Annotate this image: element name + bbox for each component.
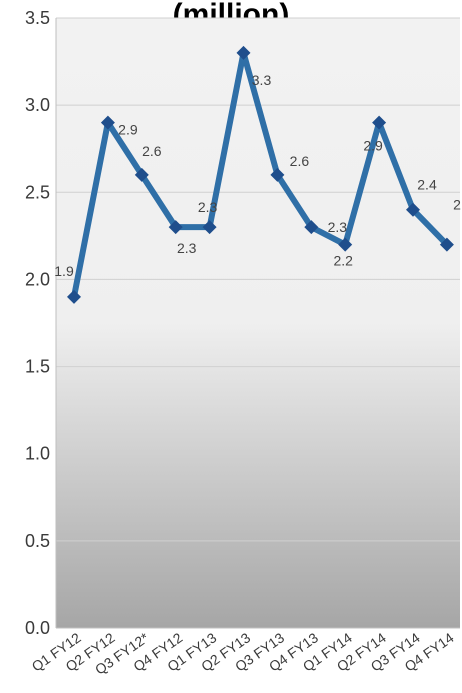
data-label: 3.3 (252, 72, 272, 88)
y-tick-label: 1.0 (25, 444, 50, 464)
gridlines (56, 17, 460, 542)
data-label: 2.2 (453, 197, 462, 213)
data-label: 2.3 (177, 240, 197, 256)
y-tick-label: 2.5 (25, 182, 50, 202)
data-markers (67, 45, 454, 304)
data-point-marker (372, 115, 387, 130)
data-point-marker (67, 289, 81, 304)
series-polyline (71, 49, 450, 300)
data-label: 2.9 (118, 122, 138, 138)
data-label: 1.9 (54, 263, 74, 279)
data-point-marker (338, 237, 353, 252)
data-labels: 1.92.92.62.32.33.32.62.32.22.92.42.2 (54, 72, 462, 279)
y-tick-label: 1.5 (25, 357, 50, 377)
data-label: 2.4 (417, 177, 437, 193)
data-point-marker (406, 202, 420, 217)
y-tick-label: 3.5 (25, 8, 50, 28)
data-point-marker (270, 167, 285, 182)
y-tick-label: 3.0 (25, 95, 50, 115)
data-label: 2.6 (142, 143, 162, 159)
data-label: 2.2 (333, 253, 353, 269)
data-point-marker (236, 45, 251, 60)
y-tick-label: 0.0 (25, 618, 50, 638)
data-point-marker (134, 167, 149, 182)
data-label: 2.6 (290, 153, 310, 169)
plot-area (56, 18, 460, 628)
data-label: 2.3 (328, 219, 348, 235)
data-label: 2.9 (363, 138, 383, 154)
y-tick-label: 0.5 (25, 531, 50, 551)
data-point-marker (439, 237, 454, 252)
y-tick-label: 2.0 (25, 269, 50, 289)
data-label: 2.3 (198, 199, 218, 215)
data-point-marker (168, 220, 183, 235)
data-point-marker (304, 220, 319, 235)
data-point-marker (202, 220, 217, 235)
series-line (71, 49, 450, 300)
data-point-marker (100, 115, 115, 130)
